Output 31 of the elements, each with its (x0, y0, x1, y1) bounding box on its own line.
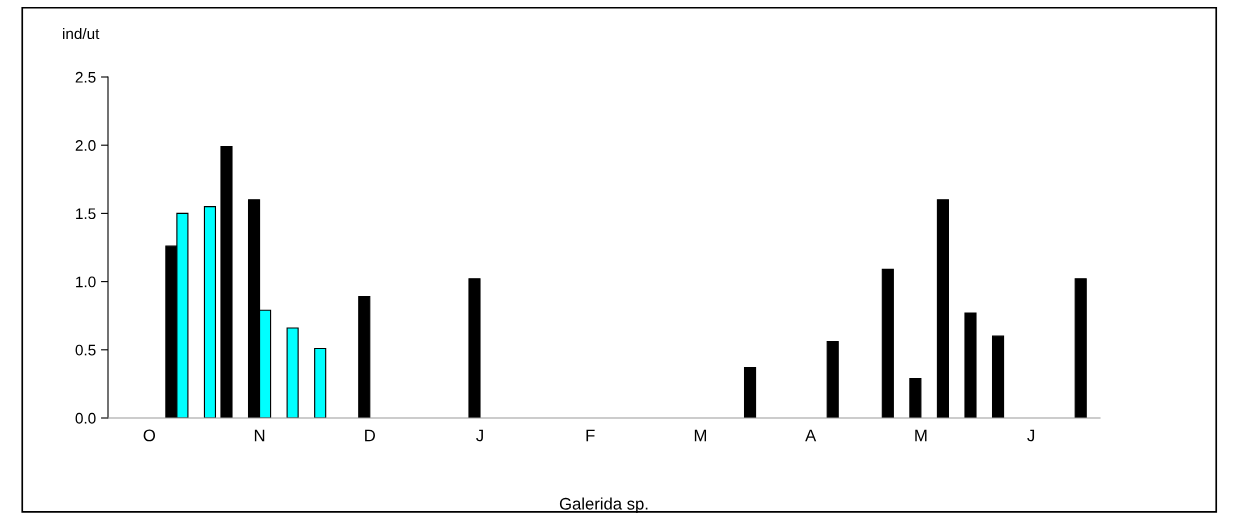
bar (909, 377, 922, 418)
bar (936, 199, 949, 418)
bar (314, 347, 327, 418)
x-tick-label: M (915, 429, 927, 442)
y-axis-title: ind/ut (63, 27, 100, 40)
y-tick-label: 0.0 (75, 412, 96, 424)
bar (468, 278, 481, 418)
x-tick-label: O (143, 429, 156, 442)
x-tick-label: N (254, 429, 265, 442)
y-tick-label: 2.5 (75, 71, 96, 83)
x-tick-label: A (805, 429, 817, 442)
x-tick-label: F (586, 429, 595, 442)
y-tick-label: 1.0 (76, 276, 96, 288)
bar (220, 146, 233, 418)
x-tick-label: M (694, 429, 707, 442)
x-tick-label: J (476, 429, 483, 442)
x-axis-title: Galerida sp. (559, 497, 648, 513)
bar (991, 335, 1005, 418)
bar (826, 341, 839, 418)
bar (881, 268, 894, 418)
bar (286, 327, 299, 418)
bar (743, 366, 757, 418)
bar (358, 296, 371, 418)
x-tick-label: D (365, 429, 375, 442)
bar (1074, 278, 1087, 418)
y-tick-label: 1.5 (76, 208, 96, 220)
x-tick-label: J (1027, 429, 1035, 442)
y-tick-label: 2.0 (75, 140, 96, 151)
bar (203, 206, 217, 418)
bar (964, 312, 977, 418)
y-tick-label: 0.5 (75, 344, 96, 356)
